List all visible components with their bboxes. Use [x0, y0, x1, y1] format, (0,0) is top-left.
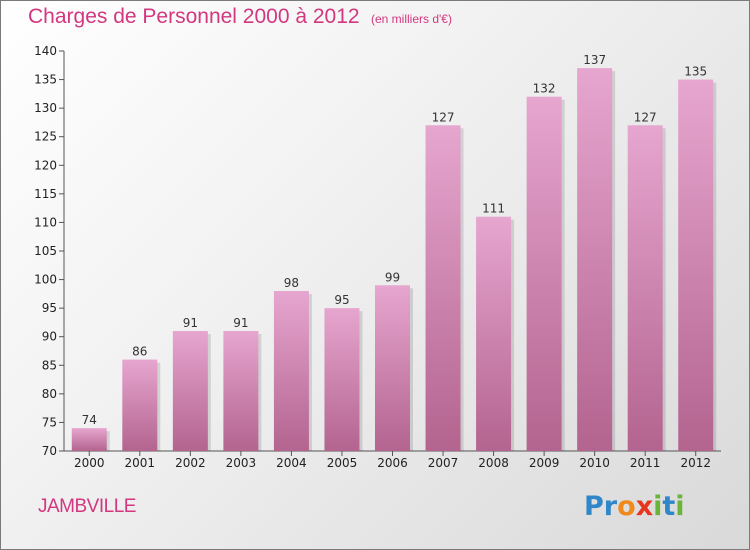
- bar: [577, 68, 613, 452]
- x-tick-label: 2000: [74, 456, 105, 470]
- y-tick-label: 95: [42, 301, 57, 315]
- bar: [375, 285, 410, 451]
- x-tick-label: 2006: [377, 456, 408, 470]
- data-label: 91: [233, 316, 248, 330]
- x-tick-label: 2009: [529, 456, 560, 470]
- data-label: 95: [334, 293, 349, 307]
- x-tick-label: 2005: [327, 456, 358, 470]
- x-tick-label: 2001: [125, 456, 156, 470]
- logo-letter: r: [603, 491, 618, 522]
- y-tick-label: 80: [42, 387, 57, 401]
- bar: [678, 79, 714, 452]
- commune-name: JAMBVILLE: [38, 496, 136, 517]
- y-tick-label: 135: [34, 73, 57, 87]
- bar: [172, 331, 208, 451]
- proxiti-logo: Proxiti: [584, 491, 685, 522]
- y-tick-label: 90: [42, 330, 57, 344]
- x-tick-label: 2010: [579, 456, 610, 470]
- y-tick-label: 120: [34, 158, 57, 172]
- bar: [526, 96, 562, 451]
- x-tick-label: 2008: [478, 456, 509, 470]
- x-tick-label: 2011: [630, 456, 661, 470]
- bar: [476, 216, 512, 451]
- data-label: 99: [385, 270, 400, 284]
- chart-title: Charges de Personnel 2000 à 2012: [28, 5, 360, 28]
- bar: [324, 308, 360, 451]
- data-label: 132: [533, 82, 556, 96]
- bar: [223, 331, 259, 451]
- data-label: 98: [284, 276, 299, 290]
- data-label: 111: [482, 202, 505, 216]
- y-tick-label: 130: [34, 101, 57, 115]
- y-tick-label: 100: [34, 273, 57, 287]
- y-tick-label: 85: [42, 358, 57, 372]
- y-tick-label: 70: [42, 444, 57, 458]
- x-tick-label: 2003: [226, 456, 257, 470]
- data-label: 74: [82, 413, 97, 427]
- y-tick-label: 110: [34, 215, 57, 229]
- data-label: 127: [432, 110, 455, 124]
- chart-subtitle: (en milliers d'€): [371, 12, 452, 26]
- x-tick-label: 2007: [428, 456, 459, 470]
- x-tick-label: 2004: [276, 456, 307, 470]
- logo-letter: i: [653, 491, 663, 522]
- data-label: 127: [634, 110, 657, 124]
- data-label: 137: [583, 53, 606, 67]
- bar: [273, 291, 309, 451]
- data-label: 135: [684, 65, 707, 79]
- y-tick-label: 125: [34, 130, 57, 144]
- logo-letter: t: [662, 491, 676, 522]
- bar: [425, 125, 461, 452]
- data-label: 86: [132, 345, 147, 359]
- bar: [627, 125, 663, 452]
- x-tick-label: 2012: [680, 456, 711, 470]
- y-tick-label: 140: [34, 44, 57, 58]
- x-tick-label: 2002: [175, 456, 206, 470]
- logo-letter: o: [617, 491, 636, 522]
- logo-letter: i: [675, 491, 685, 522]
- y-tick-label: 105: [34, 244, 57, 258]
- logo-letter: P: [584, 491, 604, 522]
- data-label: 91: [183, 316, 198, 330]
- logo-letter: x: [635, 491, 654, 522]
- y-tick-label: 75: [42, 415, 57, 429]
- bar: [71, 428, 107, 451]
- y-tick-label: 115: [34, 187, 57, 201]
- bar: [122, 359, 158, 451]
